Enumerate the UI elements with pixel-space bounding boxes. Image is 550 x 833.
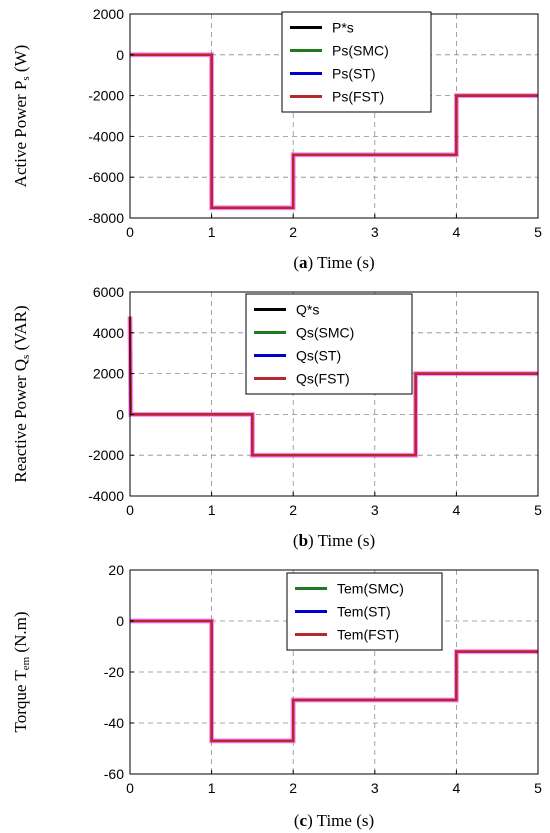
y-tick-label: -60 [104, 766, 124, 782]
y-tick-label: -4000 [88, 128, 124, 144]
x-tick-label: 1 [208, 502, 216, 518]
x-tick-label: 5 [534, 780, 542, 796]
y-tick-label: -2000 [88, 447, 124, 463]
x-tick-label: 2 [289, 780, 297, 796]
y-tick-label: 20 [108, 562, 124, 578]
y-tick-label: -40 [104, 715, 124, 731]
legend-entry: Tem(ST) [337, 604, 391, 620]
x-tick-label: 1 [208, 780, 216, 796]
legend-entry: Qs(FST) [296, 371, 350, 387]
legend: Q*s Qs(SMC) Qs(ST) Qs(FST) [245, 293, 413, 395]
y-tick-label: 0 [116, 406, 124, 422]
chart-panel-1: 0 1 2 3 4 5 2000 0 -2000 -4000 -6000 -8000 Active Po… [11, 6, 542, 272]
series-line-4 [130, 53, 538, 210]
y-tick-label: -4000 [88, 488, 124, 504]
panel-caption: (a) Time (s) [293, 253, 374, 272]
y-axis-label: Torque Tem (N.m) [11, 611, 32, 732]
x-tick-label: 0 [126, 780, 134, 796]
x-tick-label: 3 [371, 224, 379, 240]
y-tick-label: 2000 [93, 6, 124, 22]
x-tick-label: 2 [289, 502, 297, 518]
legend: P*s Ps(SMC) Ps(ST) Ps(FST) [281, 11, 432, 113]
x-tick-label: 5 [534, 502, 542, 518]
x-tick-label: 4 [453, 502, 461, 518]
y-tick-label: 4000 [93, 325, 124, 341]
x-tick-label: 0 [126, 502, 134, 518]
legend-entry: Qs(SMC) [296, 325, 354, 341]
y-tick-label: 2000 [93, 366, 124, 382]
y-tick-label: -2000 [88, 88, 124, 104]
legend: Tem(SMC) Tem(ST) Tem(FST) [286, 572, 443, 651]
y-axis-label: Active Power Ps (W) [11, 45, 32, 188]
y-tick-label: 0 [116, 613, 124, 629]
y-tick-label: -8000 [88, 210, 124, 226]
x-tick-label: 3 [371, 780, 379, 796]
plot-frame [129, 291, 539, 497]
legend-entry: Ps(SMC) [332, 43, 389, 59]
legend-entry: Ps(ST) [332, 66, 376, 82]
x-tick-label: 4 [453, 224, 461, 240]
x-tick-label: 0 [126, 224, 134, 240]
x-tick-label: 5 [534, 224, 542, 240]
panel-caption: (c) Time (s) [294, 811, 374, 830]
x-tick-label: 4 [453, 780, 461, 796]
y-tick-label: -20 [104, 664, 124, 680]
legend-entry: P*s [332, 20, 354, 36]
panel-caption: (b) Time (s) [293, 531, 375, 550]
legend-entry: Ps(FST) [332, 89, 384, 105]
x-tick-label: 2 [289, 224, 297, 240]
x-tick-label: 1 [208, 224, 216, 240]
y-tick-label: 0 [116, 47, 124, 63]
legend-entry: Qs(ST) [296, 348, 341, 364]
y-tick-label: -6000 [88, 169, 124, 185]
x-tick-label: 3 [371, 502, 379, 518]
chart-panel-3: 0 1 2 3 4 5 20 0 -20 -40 -60 Torque Tem (N.m) (c) Ti… [11, 562, 542, 830]
y-tick-label: 6000 [93, 284, 124, 300]
legend-entry: Tem(SMC) [337, 581, 404, 597]
legend-entry: Tem(FST) [337, 627, 399, 643]
legend-entry: Q*s [296, 302, 319, 318]
series-line-3 [130, 619, 538, 743]
chart-panel-2: 0 1 2 3 4 5 6000 4000 2000 0 -2000 -4000 Reactive Po… [11, 284, 542, 550]
y-axis-label: Reactive Power Qs (VAR) [11, 305, 32, 482]
